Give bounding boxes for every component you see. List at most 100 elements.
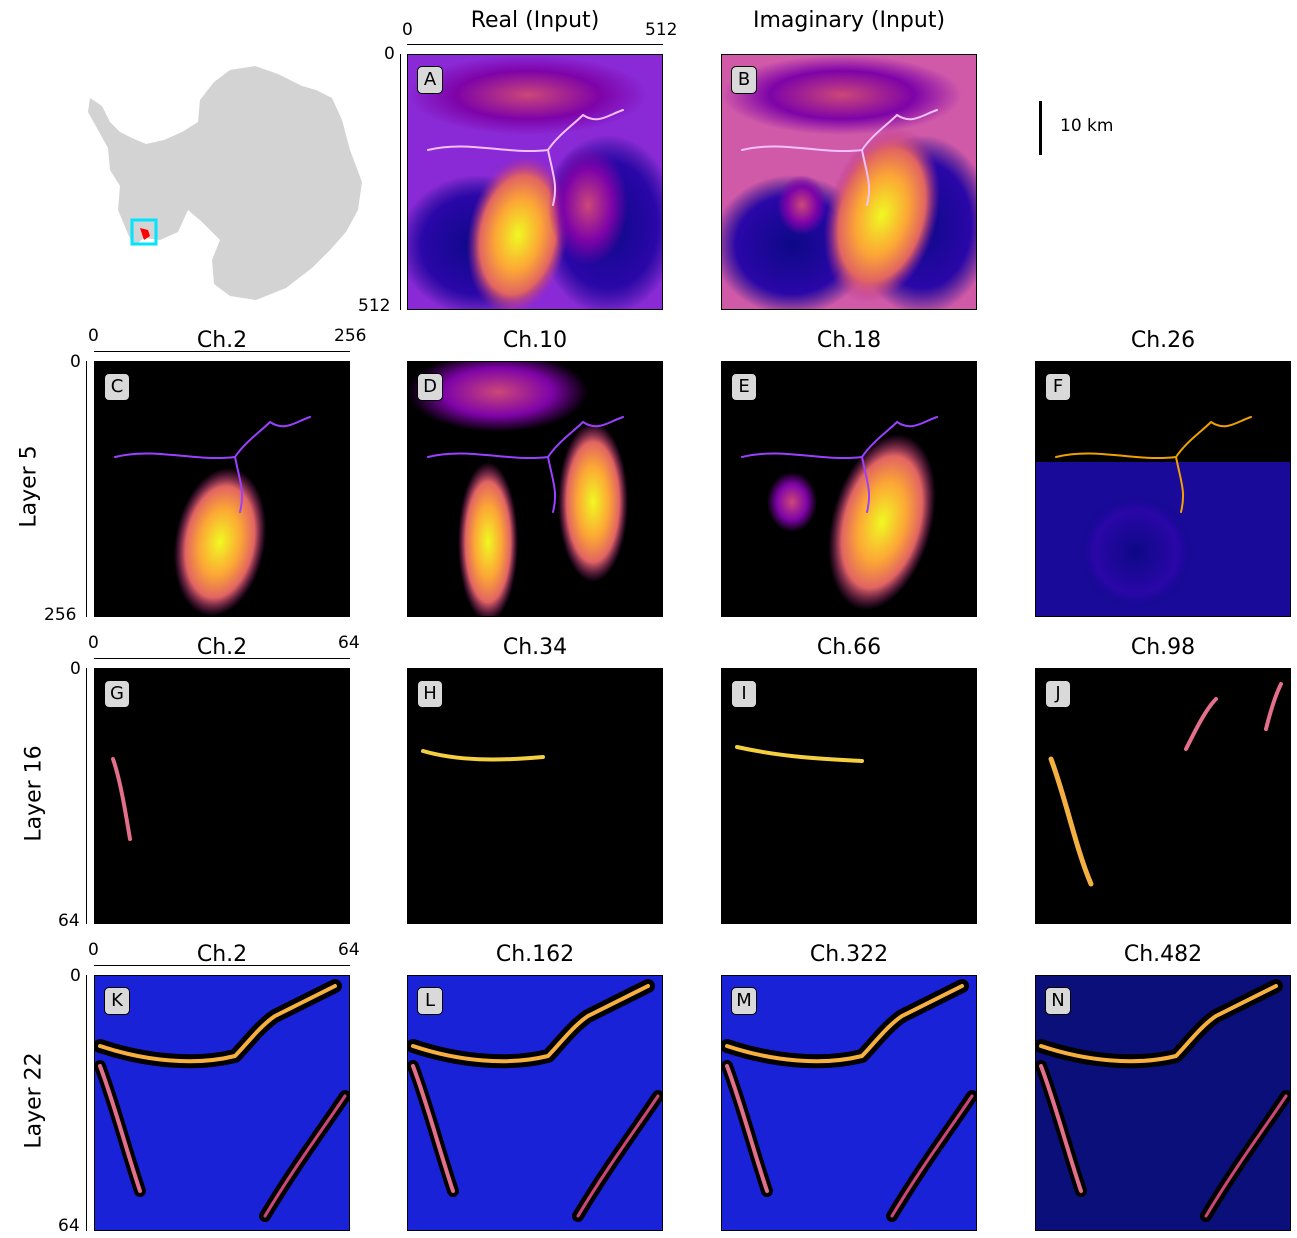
panel-badge: L: [417, 987, 443, 1015]
heat-blob: [458, 462, 518, 616]
row1-y-axis-line: [86, 361, 87, 617]
feature-map-panel: F: [1035, 361, 1291, 617]
feature-heatmap: [95, 669, 349, 923]
input-x-axis-line: [407, 44, 663, 45]
panel-badge: K: [104, 987, 130, 1015]
row2-x-max-tick: 64: [338, 633, 360, 653]
feature-map-panel: M: [721, 975, 977, 1231]
heat-edge: [1204, 1094, 1288, 1218]
antarctica-landmass: [88, 66, 362, 300]
feature-map-panel: N: [1035, 975, 1291, 1231]
imaginary-input-panel: B: [721, 54, 977, 310]
heat-edge: [1039, 984, 1278, 1064]
panel-badge: A: [417, 66, 443, 94]
imaginary-input-heatmap: [722, 55, 976, 309]
heat-background: [408, 976, 662, 1230]
panel-title: Ch.2: [196, 942, 248, 967]
heat-edge: [421, 749, 545, 762]
heat-edge: [411, 1064, 455, 1193]
heat-background: [1036, 669, 1290, 923]
panel-title: Ch.482: [1123, 942, 1203, 967]
heat-edge: [98, 1064, 142, 1193]
input-y-axis-line: [400, 54, 401, 310]
panel-badge: F: [1045, 373, 1071, 401]
row2-y-axis-line: [86, 668, 87, 924]
region-box: [130, 218, 158, 246]
heat-blob: [173, 467, 267, 616]
heat-blob: [466, 155, 570, 309]
heat-edge: [98, 984, 337, 1064]
feature-heatmap: [95, 362, 349, 616]
panel-badge: H: [417, 680, 443, 708]
heat-blob: [767, 472, 817, 532]
heat-edge: [1039, 1064, 1083, 1193]
row3-x-max-tick: 64: [338, 940, 360, 960]
row3-x-axis-line: [94, 965, 350, 966]
panel-title: Ch.162: [495, 942, 575, 967]
panel-title: Ch.34: [502, 635, 568, 660]
row-label-layer-16: Layer 16: [21, 745, 47, 842]
heat-edge: [263, 1094, 347, 1218]
heat-edge: [411, 984, 650, 1064]
row3-x-min-tick: 0: [88, 940, 99, 960]
panel-title: Ch.2: [196, 635, 248, 660]
panel-badge: I: [731, 680, 757, 708]
feature-heatmap: [722, 362, 976, 616]
feature-map-panel: K: [94, 975, 350, 1231]
feature-heatmap: [408, 669, 662, 923]
heat-edge: [735, 745, 864, 763]
feature-map-panel: C: [94, 361, 350, 617]
input-y-min-tick: 0: [384, 44, 395, 64]
heat-edge: [725, 1064, 769, 1193]
heat-blob: [548, 145, 628, 265]
scale-bar-label: 10 km: [1060, 116, 1114, 136]
panel-badge: E: [731, 373, 757, 401]
real-input-title: Real (Input): [470, 8, 600, 33]
row2-x-min-tick: 0: [88, 633, 99, 653]
row3-y-max-tick: 64: [58, 1216, 80, 1236]
heat-background: [408, 669, 662, 923]
heat-background: [722, 976, 976, 1230]
heat-background: [1036, 976, 1290, 1230]
feature-heatmap: [95, 976, 349, 1230]
heat-background: [95, 669, 349, 923]
feature-heatmap: [1036, 976, 1290, 1230]
heat-blob: [558, 422, 628, 582]
heat-blob: [823, 126, 941, 304]
panel-title: Ch.10: [502, 328, 568, 353]
feature-map-panel: G: [94, 668, 350, 924]
row1-x-min-tick: 0: [88, 326, 99, 346]
heat-edge: [741, 416, 938, 513]
panel-badge: B: [731, 66, 757, 94]
feature-heatmap: [1036, 669, 1290, 923]
feature-heatmap: [722, 976, 976, 1230]
panel-title: Ch.2: [196, 328, 248, 353]
row1-y-min-tick: 0: [70, 352, 81, 372]
heat-edge: [741, 109, 938, 206]
feature-map-panel: I: [721, 668, 977, 924]
panel-title: Ch.322: [809, 942, 889, 967]
feature-map-panel: J: [1035, 668, 1291, 924]
input-y-max-tick: 512: [358, 296, 391, 316]
heat-blob: [408, 55, 648, 135]
panel-title: Ch.98: [1130, 635, 1196, 660]
panel-badge: N: [1045, 987, 1071, 1015]
panel-title: Ch.26: [1130, 328, 1196, 353]
heat-background: [95, 976, 349, 1230]
heat-edge: [114, 416, 311, 513]
heat-edge: [1048, 756, 1094, 887]
region-marker: [140, 228, 150, 240]
row1-x-axis-line: [94, 351, 350, 352]
heat-blob: [777, 175, 827, 235]
row-label-layer-5: Layer 5: [16, 445, 42, 528]
row2-y-max-tick: 64: [58, 911, 80, 931]
row1-y-max-tick: 256: [44, 605, 77, 625]
scale-bar: [1039, 101, 1042, 155]
feature-map-panel: D: [407, 361, 663, 617]
input-x-max-tick: 512: [645, 20, 678, 40]
panel-title: Ch.18: [816, 328, 882, 353]
heat-edge: [890, 1094, 974, 1218]
heat-blob: [1076, 492, 1196, 612]
panel-badge: D: [417, 373, 443, 401]
heat-blob: [408, 362, 588, 432]
